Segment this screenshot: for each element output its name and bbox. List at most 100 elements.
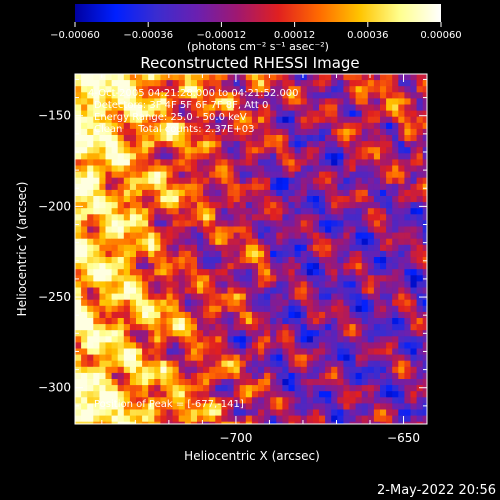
heatmap-cell: [367, 379, 375, 386]
heatmap-cell: [190, 409, 198, 416]
heatmap-cell: [172, 336, 180, 343]
heatmap-cell: [294, 385, 302, 392]
heatmap-cell: [331, 189, 338, 197]
y-axis-label: Heliocentric Y (arcsec): [15, 182, 29, 317]
heatmap-cell: [172, 403, 180, 410]
heatmap-cell: [300, 293, 308, 301]
heatmap-cell: [129, 104, 137, 111]
heatmap-cell: [312, 263, 320, 270]
heatmap-cell: [416, 147, 424, 154]
heatmap-cell: [337, 116, 344, 124]
heatmap-cell: [221, 244, 228, 252]
heatmap-cell: [190, 110, 198, 118]
heatmap-cell: [129, 214, 137, 221]
heatmap-cell: [294, 110, 302, 118]
heatmap-cell: [282, 141, 289, 148]
heatmap-cell: [160, 226, 167, 233]
heatmap-cell: [148, 330, 155, 337]
heatmap-cell: [123, 244, 131, 252]
heatmap-cell: [197, 92, 204, 99]
heatmap-cell: [190, 92, 198, 99]
heatmap-cell: [386, 275, 393, 282]
heatmap-cell: [367, 220, 375, 227]
heatmap-cell: [203, 208, 210, 215]
heatmap-cell: [258, 287, 265, 294]
heatmap-cell: [367, 305, 375, 313]
heatmap-cell: [172, 348, 180, 355]
heatmap-cell: [337, 98, 344, 105]
heatmap-cell: [142, 311, 149, 319]
heatmap-cell: [361, 104, 369, 111]
heatmap-cell: [410, 275, 417, 282]
heatmap-cell: [203, 379, 210, 386]
colorbar-tick-label: −0.00060: [50, 30, 100, 41]
heatmap-cell: [343, 165, 350, 172]
heatmap-cell: [239, 116, 247, 124]
heatmap-cell: [343, 171, 350, 179]
heatmap-cell: [178, 171, 186, 179]
heatmap-cell: [190, 269, 198, 276]
heatmap-cell: [361, 208, 369, 215]
heatmap-cell: [75, 159, 82, 166]
heatmap-cell: [160, 275, 167, 282]
heatmap-cell: [227, 92, 234, 99]
heatmap-cell: [111, 385, 119, 392]
heatmap-cell: [99, 318, 106, 325]
heatmap-cell: [288, 153, 295, 160]
heatmap-cell: [190, 220, 198, 227]
heatmap-cell: [264, 141, 271, 148]
heatmap-cell: [386, 299, 393, 307]
heatmap-cell: [373, 244, 381, 252]
heatmap-cell: [166, 189, 173, 197]
heatmap-cell: [319, 159, 326, 166]
footer-date: 2-May-2022 20:56: [377, 483, 496, 498]
heatmap-cell: [154, 171, 161, 179]
heatmap-cell: [136, 293, 143, 301]
heatmap-cell: [87, 202, 94, 209]
heatmap-cell: [197, 104, 204, 111]
heatmap-cell: [380, 354, 387, 362]
heatmap-cell: [99, 214, 106, 221]
heatmap-cell: [294, 98, 302, 105]
heatmap-cell: [166, 244, 173, 252]
heatmap-cell: [166, 92, 173, 99]
heatmap-cell: [410, 372, 417, 380]
heatmap-cell: [270, 183, 277, 191]
chart-title: Reconstructed RHESSI Image: [140, 54, 359, 72]
heatmap-cell: [355, 220, 363, 227]
heatmap-cell: [300, 92, 308, 99]
heatmap-cell: [245, 208, 253, 215]
heatmap-cell: [276, 183, 283, 191]
heatmap-cell: [319, 135, 326, 142]
heatmap-cell: [123, 147, 131, 154]
heatmap-cell: [239, 98, 247, 105]
heatmap-cell: [367, 293, 375, 301]
heatmap-cell: [264, 226, 271, 233]
heatmap-cell: [209, 196, 216, 203]
heatmap-cell: [75, 226, 82, 233]
heatmap-cell: [178, 80, 186, 87]
heatmap-cell: [380, 330, 387, 337]
heatmap-cell: [386, 177, 393, 185]
heatmap-cell: [111, 208, 119, 215]
heatmap-cell: [123, 305, 131, 313]
heatmap-cell: [93, 269, 100, 276]
heatmap-cell: [392, 110, 399, 118]
heatmap-cell: [276, 403, 283, 410]
heatmap-cell: [123, 299, 131, 307]
heatmap-cell: [416, 177, 424, 185]
heatmap-cell: [221, 141, 228, 148]
heatmap-cell: [87, 165, 94, 172]
heatmap-cell: [172, 208, 180, 215]
heatmap-cell: [337, 415, 344, 423]
heatmap-cell: [373, 293, 381, 301]
heatmap-cell: [148, 141, 155, 148]
heatmap-cell: [227, 293, 234, 301]
heatmap-cell: [123, 379, 131, 386]
heatmap-cell: [203, 391, 210, 398]
heatmap-cell: [343, 250, 350, 258]
heatmap-cell: [264, 391, 271, 398]
heatmap-cell: [203, 342, 210, 349]
heatmap-cell: [233, 159, 241, 166]
heatmap-cell: [380, 250, 387, 258]
